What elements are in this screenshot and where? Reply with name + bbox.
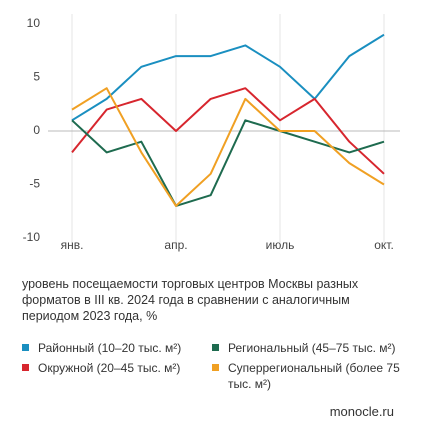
legend-swatch	[22, 364, 29, 371]
source: monocle.ru	[329, 404, 394, 419]
legend-swatch	[212, 344, 219, 351]
series-line	[71, 87, 385, 207]
legend-label: Окружной (20–45 тыс. м²)	[38, 361, 181, 375]
series-line	[71, 33, 385, 122]
legend-label: Районный (10–20 тыс. м²)	[38, 341, 182, 355]
legend-label: Суперрегиональный (более 75 тыс. м²)	[228, 361, 400, 391]
chart: янв. апр. июль окт. 10 5 0 -5 -10	[23, 14, 400, 252]
legend-item: Районный (10–20 тыс. м²)	[22, 340, 213, 356]
caption: уровень посещаемости торговых центров Мо…	[22, 277, 359, 323]
legend-item: Региональный (45–75 тыс. м²)	[212, 340, 403, 356]
x-tick-label: янв.	[61, 238, 84, 252]
x-tick-label: окт.	[374, 238, 394, 252]
series-line	[71, 119, 385, 207]
y-tick-label: 10	[27, 16, 41, 30]
legend-swatch	[212, 364, 219, 371]
y-tick-label: 5	[33, 70, 40, 84]
series-line	[71, 87, 385, 175]
x-tick-label: июль	[266, 238, 295, 252]
y-tick-label: 0	[33, 123, 40, 137]
y-tick-label: -5	[29, 177, 40, 191]
legend-item: Суперрегиональный (более 75 тыс. м²)	[212, 360, 403, 392]
legend-label: Региональный (45–75 тыс. м²)	[228, 341, 396, 355]
y-tick-label: -10	[23, 230, 41, 244]
legend-item: Окружной (20–45 тыс. м²)	[22, 360, 213, 376]
x-tick-label: апр.	[164, 238, 187, 252]
legend-swatch	[22, 344, 29, 351]
